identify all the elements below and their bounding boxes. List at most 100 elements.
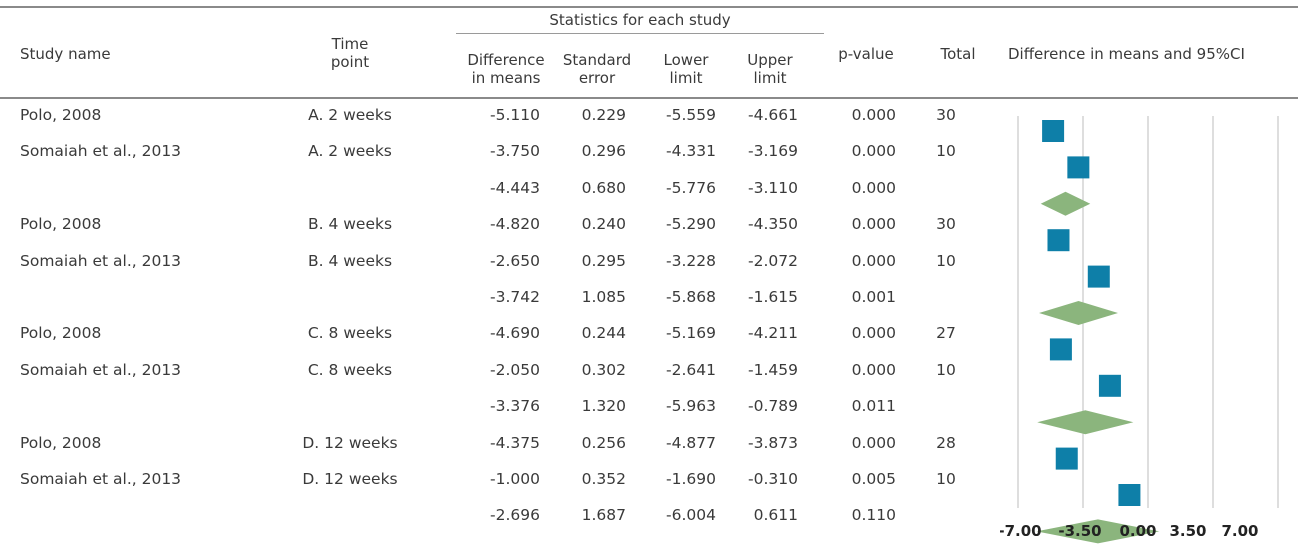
header-group-title: Statistics for each study [549, 11, 731, 29]
header-time-line2: point [330, 53, 370, 71]
cell-pvalue: 0.000 [851, 324, 896, 343]
top-rule [0, 6, 1298, 8]
cell-upper: -3.169 [748, 142, 798, 161]
cell-time: A. 2 weeks [308, 142, 392, 161]
cell-se: 0.256 [581, 433, 626, 452]
cell-pvalue: 0.110 [851, 506, 896, 525]
cell-lower: -4.877 [666, 433, 716, 452]
study-effect-square [1055, 447, 1078, 470]
cell-study: Polo, 2008 [20, 324, 102, 343]
cell-time: D. 12 weeks [302, 470, 398, 488]
cell-se: 0.244 [581, 324, 626, 343]
cell-time: A. 2 weeks [308, 106, 392, 124]
cell-lower: -4.331 [666, 142, 716, 161]
cell-lower: -5.776 [666, 178, 716, 197]
header-group-rule [456, 33, 824, 34]
cell-pvalue: 0.000 [851, 178, 896, 197]
cell-diff: -2.696 [490, 506, 540, 525]
cell-upper: 0.611 [753, 506, 798, 525]
cell-total: 10 [936, 360, 956, 379]
x-tick-label: -7.00 [1000, 522, 1042, 540]
cell-lower: -5.290 [666, 215, 716, 234]
cell-pvalue: 0.001 [851, 288, 896, 306]
study-effect-square [1049, 338, 1072, 361]
cell-diff: -3.742 [490, 288, 540, 306]
header-time-line1: Time [331, 35, 369, 53]
cell-total: 10 [936, 142, 956, 161]
cell-time: B. 4 weeks [307, 215, 393, 234]
cell-total: 30 [936, 215, 956, 234]
cell-pvalue: 0.000 [851, 215, 896, 234]
header-se-line2: error [578, 69, 616, 87]
cell-se: 0.296 [581, 142, 626, 161]
cell-upper: -4.350 [748, 215, 798, 234]
cell-study: Polo, 2008 [20, 106, 102, 124]
cell-lower: -5.868 [666, 288, 716, 306]
cell-diff: -3.376 [490, 397, 540, 416]
cell-study: Somaiah et al., 2013 [20, 470, 182, 488]
study-effect-square [1047, 229, 1070, 252]
cell-upper: -3.873 [748, 433, 798, 452]
cell-total: 10 [936, 251, 956, 270]
cell-lower: -1.690 [666, 470, 716, 488]
header-diff-line2: in means [471, 69, 541, 87]
cell-pvalue: 0.000 [851, 433, 896, 452]
header-lower-line2: limit [669, 69, 703, 87]
header-pvalue: p-value [838, 45, 894, 63]
header-se-line1: Standard [562, 51, 632, 69]
cell-study: Somaiah et al., 2013 [20, 251, 182, 270]
cell-se: 0.295 [581, 251, 626, 270]
x-tick-label: 0.00 [1119, 522, 1156, 540]
header-se: Standard error [554, 51, 640, 87]
cell-se: 0.302 [581, 360, 626, 379]
cell-diff: -2.050 [490, 360, 540, 379]
cell-pvalue: 0.005 [851, 470, 896, 488]
x-tick-label: -3.50 [1058, 522, 1101, 540]
cell-upper: -3.110 [748, 178, 798, 197]
header-lower-line1: Lower [663, 51, 709, 69]
study-effect-square [1042, 120, 1065, 142]
header-upper: Upper limit [730, 51, 810, 87]
cell-total: 27 [936, 324, 956, 343]
cell-upper: -2.072 [748, 251, 798, 270]
cell-study: Somaiah et al., 2013 [20, 142, 182, 161]
cell-pvalue: 0.000 [851, 142, 896, 161]
x-tick-label: 3.50 [1169, 522, 1206, 540]
cell-lower: -2.641 [666, 360, 716, 379]
cell-se: 0.240 [581, 215, 626, 234]
cell-diff: -3.750 [490, 142, 540, 161]
cell-upper: -0.310 [748, 470, 798, 488]
study-effect-square [1067, 156, 1090, 179]
cell-total: 10 [936, 470, 956, 488]
cell-lower: -5.169 [666, 324, 716, 343]
cell-diff: -1.000 [490, 470, 540, 488]
cell-se: 1.320 [581, 397, 626, 416]
cell-study: Somaiah et al., 2013 [20, 360, 182, 379]
cell-total: 28 [936, 433, 956, 452]
x-tick-label: 7.00 [1221, 522, 1258, 540]
cell-study: Polo, 2008 [20, 433, 102, 452]
cell-lower: -6.004 [666, 506, 716, 525]
cell-total: 30 [936, 106, 956, 124]
header-bottom-rule [0, 97, 1298, 99]
summary-diamond [1036, 519, 1160, 544]
summary-diamond [1039, 301, 1119, 325]
cell-se: 1.085 [581, 288, 626, 306]
cell-se: 0.352 [581, 470, 626, 488]
header-lower: Lower limit [646, 51, 726, 87]
header-upper-line1: Upper [747, 51, 793, 69]
cell-upper: -4.661 [748, 106, 798, 124]
cell-diff: -4.820 [490, 215, 540, 234]
cell-se: 0.680 [581, 178, 626, 197]
cell-diff: -2.650 [490, 251, 540, 270]
cell-lower: -3.228 [666, 251, 716, 270]
cell-upper: -4.211 [748, 324, 798, 343]
header-study-name: Study name [20, 45, 111, 63]
cell-pvalue: 0.000 [851, 251, 896, 270]
cell-diff: -4.443 [490, 178, 540, 197]
cell-upper: -0.789 [748, 397, 798, 416]
cell-study: Polo, 2008 [20, 215, 102, 234]
study-effect-square [1098, 374, 1121, 397]
cell-time: C. 8 weeks [307, 360, 393, 379]
cell-lower: -5.559 [666, 106, 716, 124]
